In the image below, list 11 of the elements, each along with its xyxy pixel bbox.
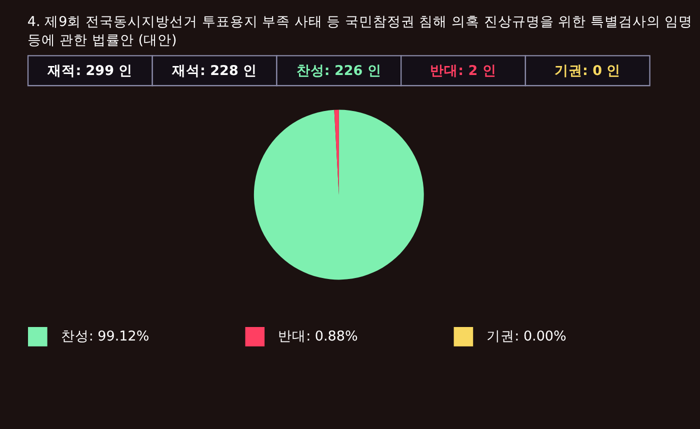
- text: 기권: 0 인: [554, 63, 621, 80]
- legend-label: 기권: 0.00%: [486, 328, 567, 345]
- text: 재석: 228 인: [171, 63, 258, 80]
- pie-slice: [254, 110, 424, 280]
- chart-title: 4. 제9회 전국동시지방선거 투표용지 부족 사태 등 국민참정권 침해 의혹 진상규명을 위한 특별검사의 임명 등에 관한 법률안 (대안): [27, 14, 693, 49]
- text: 반대: 2 인: [430, 63, 496, 80]
- pie-slice: [334, 110, 339, 195]
- text: 재적: 299 인: [46, 63, 133, 80]
- text: 찬성: 226 인: [296, 63, 382, 80]
- legend-label: 반대: 0.88%: [278, 328, 358, 345]
- legend-label: 찬성: 99.12%: [60, 328, 150, 345]
